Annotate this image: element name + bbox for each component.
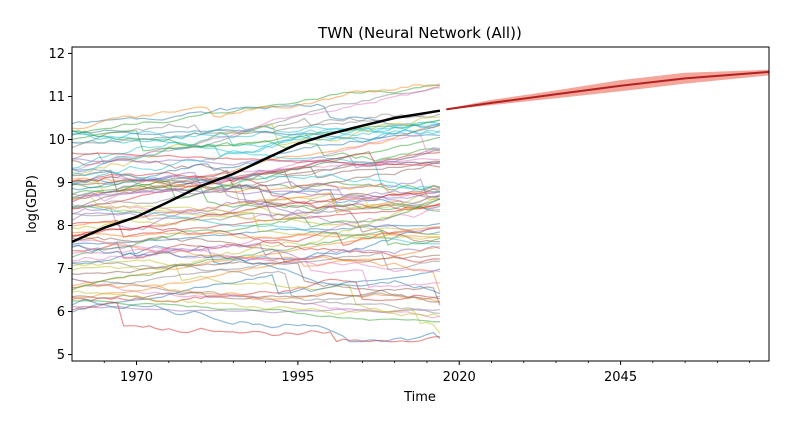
background-series-line bbox=[71, 196, 441, 221]
forecast-line bbox=[446, 70, 770, 111]
background-series-line bbox=[72, 158, 440, 166]
background-series-line bbox=[71, 119, 441, 169]
background-series-line bbox=[71, 225, 440, 263]
background-series-line bbox=[71, 132, 440, 194]
background-series-line bbox=[71, 290, 441, 334]
y-tick-label: 7 bbox=[57, 262, 65, 277]
y-tick-label: 6 bbox=[57, 305, 65, 320]
y-axis-label: log(GDP) bbox=[25, 175, 40, 233]
background-series-line bbox=[71, 244, 441, 295]
y-tick-label: 9 bbox=[57, 176, 65, 191]
background-series-line bbox=[71, 189, 440, 199]
background-series-line bbox=[71, 205, 440, 236]
x-tick-label: 2045 bbox=[604, 370, 637, 385]
background-series-line bbox=[71, 234, 441, 293]
background-series-line bbox=[71, 152, 441, 168]
background-series-line bbox=[71, 196, 440, 240]
background-series-line bbox=[71, 230, 441, 291]
background-series-line bbox=[71, 195, 441, 271]
background-series-line bbox=[71, 301, 440, 343]
background-series-line bbox=[71, 129, 440, 162]
background-series-line bbox=[71, 252, 440, 289]
background-series-line bbox=[71, 188, 440, 238]
y-tick-label: 8 bbox=[57, 219, 65, 234]
background-series-line bbox=[71, 242, 441, 260]
background-series-line bbox=[71, 260, 441, 301]
background-series-line bbox=[71, 231, 440, 240]
background-series-line bbox=[71, 235, 440, 303]
y-tick-label: 10 bbox=[48, 133, 65, 148]
background-series-line bbox=[71, 278, 441, 303]
background-series-line bbox=[71, 150, 440, 209]
background-series-line bbox=[71, 284, 441, 304]
background-series bbox=[71, 83, 441, 343]
x-tick-label: 1970 bbox=[120, 370, 153, 385]
background-series-line bbox=[71, 248, 440, 289]
background-series-line bbox=[71, 136, 441, 200]
chart-title: TWN (Neural Network (All)) bbox=[317, 24, 522, 42]
background-series-line bbox=[71, 160, 440, 193]
background-series-line bbox=[71, 198, 441, 258]
x-tick-label: 1995 bbox=[281, 370, 314, 385]
background-series-line bbox=[71, 123, 441, 191]
background-series-line bbox=[71, 298, 441, 343]
plot-frame bbox=[71, 46, 770, 362]
background-series-line bbox=[71, 119, 441, 152]
forecast-layer bbox=[446, 69, 770, 111]
background-series-line bbox=[71, 113, 441, 144]
y-tick-label: 11 bbox=[48, 90, 65, 105]
background-series-line bbox=[71, 181, 440, 200]
background-series-line bbox=[71, 299, 440, 323]
y-tick-label: 5 bbox=[57, 348, 65, 363]
forecast-band bbox=[446, 69, 769, 110]
background-series-line bbox=[71, 84, 441, 170]
background-series-line bbox=[71, 259, 441, 317]
background-series-line bbox=[71, 226, 440, 287]
x-tick-label: 2020 bbox=[443, 370, 476, 385]
background-series-line bbox=[71, 167, 440, 233]
target-series-line bbox=[71, 109, 441, 244]
background-series-line bbox=[71, 123, 441, 186]
axes: 5 6 7 8 9 10 11 12 1970 1995 2020 2045 bbox=[48, 47, 751, 385]
y-tick-label: 12 bbox=[48, 47, 65, 62]
background-series-line bbox=[71, 198, 441, 221]
x-axis-label: Time bbox=[403, 390, 436, 405]
background-series-line bbox=[71, 169, 441, 193]
background-series-line bbox=[71, 83, 441, 130]
background-series-line bbox=[71, 268, 441, 313]
background-series-line bbox=[71, 130, 441, 171]
target-layer bbox=[71, 109, 441, 244]
